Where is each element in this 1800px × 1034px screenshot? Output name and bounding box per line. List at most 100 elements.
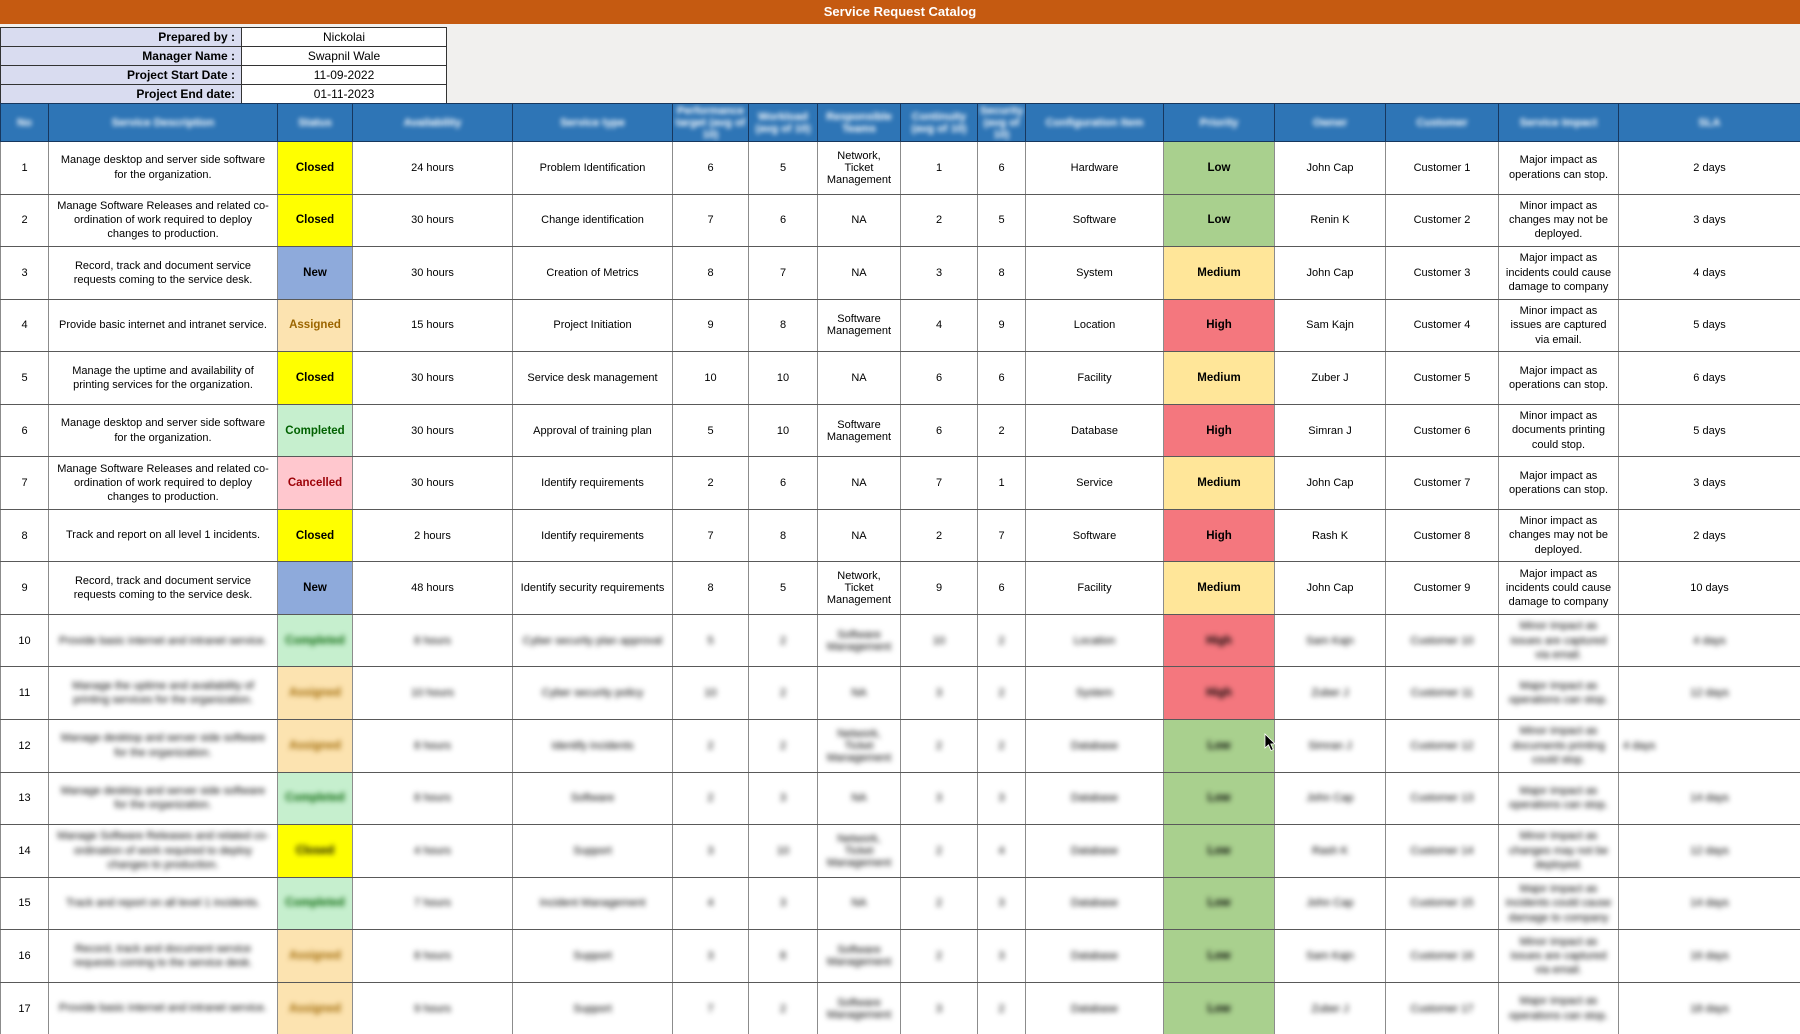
cell-performance[interactable]: 7 [672,981,749,1034]
cell-availability[interactable]: 9 hours [352,981,513,1034]
cell-owner[interactable]: Simran J [1274,719,1386,773]
cell-impact[interactable]: Major impact as incidents could cause da… [1498,246,1619,300]
cell-no[interactable]: 4 [0,298,49,353]
cell-status[interactable]: Completed [277,613,353,668]
cell-security[interactable]: 8 [977,246,1026,300]
column-header-responsible[interactable]: Responsible Teams [817,103,901,142]
cell-description[interactable]: Manage Software Releases and related co-… [48,824,278,878]
cell-responsible[interactable]: Network, Ticket Management [817,561,901,615]
column-header-config_item[interactable]: Configuration Item [1025,103,1164,142]
cell-performance[interactable]: 7 [672,193,749,248]
cell-status[interactable]: Completed [277,771,353,826]
cell-workload[interactable]: 2 [748,613,818,668]
cell-sla[interactable]: 4 days [1618,246,1800,300]
cell-owner[interactable]: John Cap [1274,246,1386,300]
cell-responsible[interactable]: Network, Ticket Management [817,141,901,195]
cell-impact[interactable]: Minor impact as changes may not be deplo… [1498,508,1619,563]
cell-sla[interactable]: 10 days [1618,561,1800,615]
cell-owner[interactable]: Sam Kajn [1274,613,1386,668]
cell-impact[interactable]: Major impact as incidents could cause da… [1498,876,1619,931]
cell-sla[interactable]: 12 days [1618,824,1800,878]
cell-availability[interactable]: 48 hours [352,561,513,615]
cell-owner[interactable]: Rash K [1274,824,1386,878]
cell-security[interactable]: 7 [977,508,1026,563]
cell-no[interactable]: 1 [0,141,49,195]
start-date-value[interactable]: 11-09-2022 [241,66,447,85]
cell-performance[interactable]: 7 [672,508,749,563]
cell-owner[interactable]: Sam Kajn [1274,929,1386,983]
cell-responsible[interactable]: Software Management [817,981,901,1034]
cell-customer[interactable]: Customer 16 [1385,929,1499,983]
cell-continuity[interactable]: 4 [900,298,978,353]
cell-availability[interactable]: 4 hours [352,824,513,878]
cell-config_item[interactable]: Database [1025,403,1164,458]
cell-sla[interactable]: 16 days [1618,929,1800,983]
cell-workload[interactable]: 3 [748,876,818,931]
cell-continuity[interactable]: 7 [900,456,978,510]
cell-sla[interactable]: 14 days [1618,876,1800,931]
cell-performance[interactable]: 8 [672,561,749,615]
cell-service_type[interactable]: Cyber security policy [512,666,673,721]
cell-continuity[interactable]: 2 [900,508,978,563]
cell-continuity[interactable]: 9 [900,561,978,615]
cell-security[interactable]: 2 [977,613,1026,668]
column-header-availability[interactable]: Availability [352,103,513,142]
cell-priority[interactable]: Medium [1163,456,1275,510]
cell-status[interactable]: Closed [277,141,353,195]
cell-availability[interactable]: 7 hours [352,876,513,931]
cell-service_type[interactable]: Cyber security plan approval [512,613,673,668]
cell-status[interactable]: Assigned [277,719,353,773]
cell-description[interactable]: Provide basic internet and intranet serv… [48,298,278,353]
cell-availability[interactable]: 30 hours [352,456,513,510]
cell-priority[interactable]: Low [1163,193,1275,248]
column-header-continuity[interactable]: Continuity (avg of 10) [900,103,978,142]
cell-performance[interactable]: 10 [672,666,749,721]
cell-service_type[interactable]: Support [512,824,673,878]
cell-description[interactable]: Provide basic internet and intranet serv… [48,613,278,668]
cell-sla[interactable]: 4 days [1618,613,1800,668]
cell-priority[interactable]: High [1163,298,1275,353]
cell-description[interactable]: Track and report on all level 1 incident… [48,508,278,563]
cell-responsible[interactable]: Software Management [817,403,901,458]
cell-continuity[interactable]: 6 [900,403,978,458]
column-header-customer[interactable]: Customer [1385,103,1499,142]
cell-no[interactable]: 13 [0,771,49,826]
cell-config_item[interactable]: Facility [1025,561,1164,615]
cell-responsible[interactable]: Software Management [817,298,901,353]
cell-availability[interactable]: 30 hours [352,351,513,405]
cell-config_item[interactable]: Database [1025,876,1164,931]
cell-availability[interactable]: 10 hours [352,666,513,721]
cell-status[interactable]: New [277,246,353,300]
cell-service_type[interactable]: Identify incidents [512,719,673,773]
cell-no[interactable]: 3 [0,246,49,300]
cell-status[interactable]: Assigned [277,929,353,983]
cell-performance[interactable]: 2 [672,456,749,510]
cell-availability[interactable]: 8 hours [352,771,513,826]
cell-status[interactable]: New [277,561,353,615]
cell-security[interactable]: 2 [977,981,1026,1034]
cell-responsible[interactable]: NA [817,246,901,300]
cell-security[interactable]: 5 [977,193,1026,248]
cell-priority[interactable]: Low [1163,981,1275,1034]
cell-description[interactable]: Manage desktop and server side software … [48,719,278,773]
cell-customer[interactable]: Customer 6 [1385,403,1499,458]
cell-continuity[interactable]: 2 [900,719,978,773]
cell-status[interactable]: Closed [277,508,353,563]
cell-no[interactable]: 7 [0,456,49,510]
cell-workload[interactable]: 2 [748,666,818,721]
cell-owner[interactable]: Renin K [1274,193,1386,248]
cell-workload[interactable]: 2 [748,981,818,1034]
cell-impact[interactable]: Minor impact as changes may not be deplo… [1498,193,1619,248]
cell-status[interactable]: Assigned [277,981,353,1034]
cell-impact[interactable]: Major impact as operations can stop. [1498,981,1619,1034]
cell-status[interactable]: Closed [277,351,353,405]
cell-service_type[interactable]: Support [512,981,673,1034]
column-header-status[interactable]: Status [277,103,353,142]
cell-no[interactable]: 2 [0,193,49,248]
cell-sla[interactable]: 4 days [1618,719,1800,773]
cell-priority[interactable]: Medium [1163,351,1275,405]
cell-description[interactable]: Manage desktop and server side software … [48,141,278,195]
cell-customer[interactable]: Customer 8 [1385,508,1499,563]
cell-owner[interactable]: Simran J [1274,403,1386,458]
column-header-impact[interactable]: Service Impact [1498,103,1619,142]
